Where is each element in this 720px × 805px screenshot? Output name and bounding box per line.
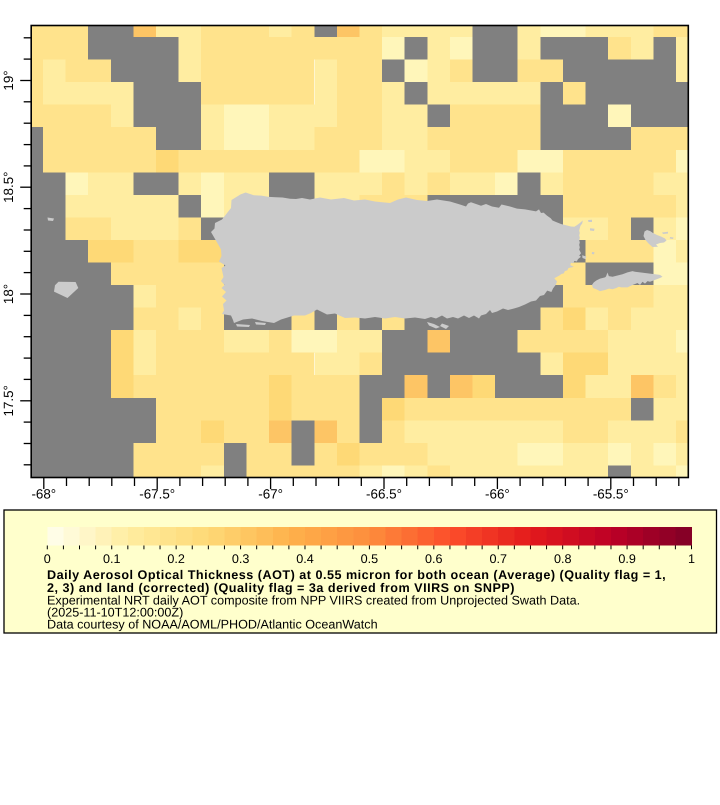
svg-text:0.9: 0.9	[618, 552, 636, 566]
svg-text:0.8: 0.8	[554, 552, 572, 566]
svg-text:19°: 19°	[1, 70, 16, 90]
svg-text:0.4: 0.4	[296, 552, 314, 566]
svg-text:-65.5°: -65.5°	[593, 487, 629, 502]
svg-text:-66°: -66°	[485, 487, 510, 502]
svg-text:0.1: 0.1	[103, 552, 121, 566]
svg-text:-66.5°: -66.5°	[366, 487, 402, 502]
svg-text:Data courtesy of NOAA/AOML/PHO: Data courtesy of NOAA/AOML/PHOD/Atlantic…	[47, 618, 378, 632]
svg-text:0.3: 0.3	[232, 552, 250, 566]
svg-text:-68°: -68°	[31, 487, 56, 502]
svg-text:-67.5°: -67.5°	[139, 487, 175, 502]
svg-text:2, 3) and land (corrected) (Qu: 2, 3) and land (corrected) (Quality flag…	[47, 581, 515, 595]
svg-text:0.6: 0.6	[425, 552, 443, 566]
svg-text:0.7: 0.7	[489, 552, 507, 566]
svg-text:Experimental NRT daily AOT com: Experimental NRT daily AOT composite fro…	[47, 593, 580, 607]
svg-text:Daily Aerosol Optical Thicknes: Daily Aerosol Optical Thickness (AOT) at…	[47, 568, 666, 582]
svg-text:0.2: 0.2	[167, 552, 185, 566]
svg-text:0: 0	[44, 552, 51, 566]
svg-text:0.5: 0.5	[361, 552, 379, 566]
svg-text:1: 1	[688, 552, 695, 566]
svg-text:17.5°: 17.5°	[1, 385, 16, 416]
svg-text:18°: 18°	[1, 284, 16, 304]
svg-text:-67°: -67°	[258, 487, 283, 502]
svg-text:18.5°: 18.5°	[1, 171, 16, 202]
svg-text:(2025-11-10T12:00:00Z): (2025-11-10T12:00:00Z)	[47, 605, 183, 619]
